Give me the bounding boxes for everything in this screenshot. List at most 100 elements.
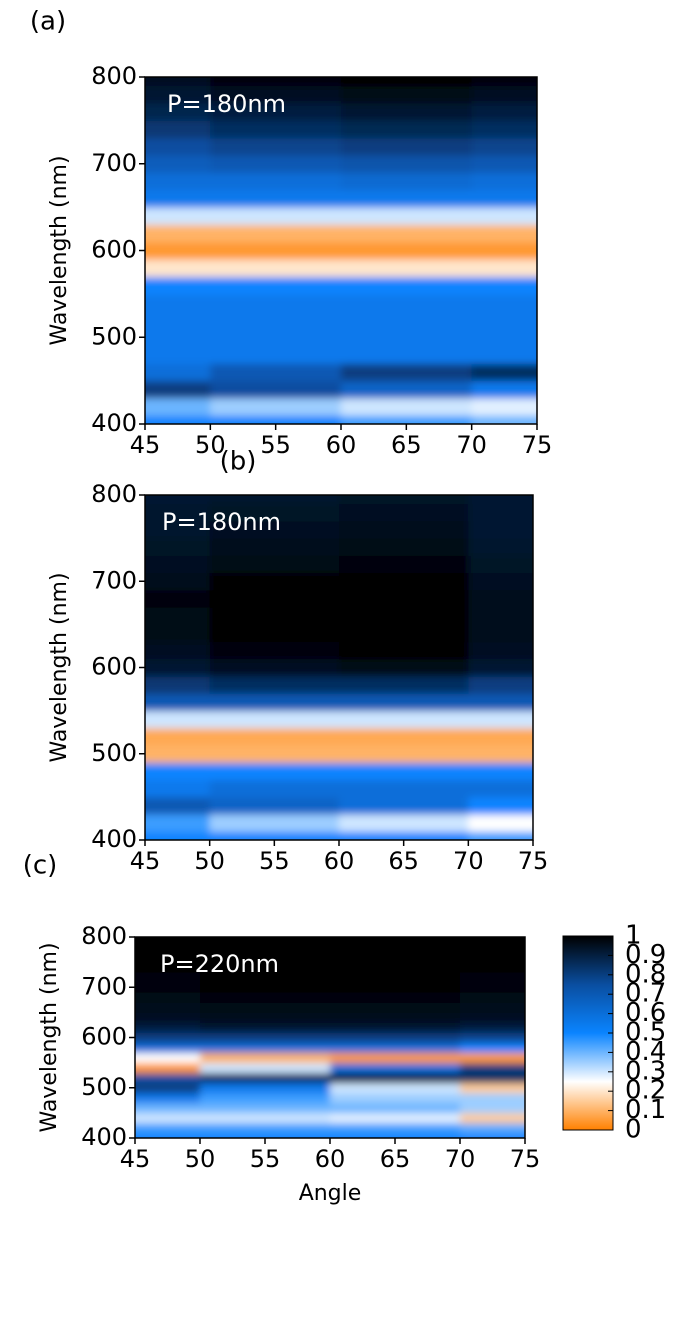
heat-cell [468, 659, 543, 677]
plot-area [135, 67, 548, 435]
heat-cell [460, 942, 536, 953]
heat-cell [135, 797, 210, 815]
heat-cell [341, 207, 472, 225]
heat-cell [135, 538, 210, 556]
heat-cell [135, 728, 210, 746]
heat-cell [200, 992, 331, 1003]
heat-cell [210, 172, 341, 190]
x-tick-label: 65 [391, 431, 422, 459]
heat-cell [472, 311, 548, 329]
heat-cell [210, 155, 341, 173]
panel-title: P=180nm [162, 508, 281, 536]
y-tick-label: 600 [81, 1023, 127, 1051]
heat-cell [210, 138, 341, 156]
y-tick-label: 700 [91, 149, 137, 177]
heat-cell [341, 103, 472, 121]
heat-cell [339, 573, 469, 591]
heat-cell [135, 814, 210, 832]
plot-area [135, 485, 544, 851]
heat-cell [468, 573, 543, 591]
heat-cell [210, 538, 340, 556]
heat-cell [210, 728, 340, 746]
heat-cell [472, 294, 548, 312]
heat-cell [330, 927, 461, 943]
y-tick-label: 600 [91, 236, 137, 264]
heat-cell [210, 555, 340, 573]
heat-cell [210, 745, 340, 763]
heat-cell [135, 607, 210, 625]
heat-cell [468, 642, 543, 660]
heat-cell [135, 398, 211, 416]
y-tick-label: 400 [91, 825, 137, 853]
heat-cell [341, 190, 472, 208]
heat-cell [210, 398, 341, 416]
heat-cell [200, 1113, 331, 1124]
x-tick-label: 75 [518, 847, 549, 875]
x-tick-label: 50 [185, 1145, 216, 1173]
x-tick-label: 75 [510, 1145, 541, 1173]
heat-cell [341, 155, 472, 173]
heat-cell [330, 1063, 461, 1074]
heat-cell [200, 1073, 331, 1084]
heatmap [135, 67, 548, 435]
heat-cell [210, 642, 340, 660]
heat-cell [341, 86, 472, 104]
heat-cell [330, 1123, 461, 1134]
heat-cell [135, 555, 210, 573]
heat-cell [210, 363, 341, 381]
heat-cell [339, 642, 469, 660]
heat-cell [460, 1002, 536, 1013]
heat-cell [341, 120, 472, 138]
heat-cell [135, 573, 210, 591]
heat-cell [339, 780, 469, 798]
heat-cell [125, 1093, 201, 1104]
heat-cell [341, 172, 472, 190]
heat-cell [210, 224, 341, 242]
heat-cell [468, 762, 543, 780]
x-tick-label: 70 [445, 1145, 476, 1173]
colorbar-tick-label: 1 [625, 921, 642, 951]
heat-cell [460, 1083, 536, 1094]
y-tick-label: 400 [81, 1123, 127, 1151]
heat-cell [460, 927, 536, 943]
heat-cell [330, 982, 461, 993]
heat-cell [125, 1053, 201, 1064]
x-tick-label: 50 [194, 847, 225, 875]
heat-cell [341, 277, 472, 295]
heat-cell [200, 927, 331, 943]
y-tick-label: 600 [91, 653, 137, 681]
heat-cell [339, 521, 469, 539]
heat-cell [468, 676, 543, 694]
heatmap [135, 485, 544, 851]
heat-cell [460, 1093, 536, 1104]
heat-cell [472, 398, 548, 416]
panel-title: P=180nm [167, 90, 286, 118]
y-tick-label: 500 [81, 1073, 127, 1101]
x-tick-label: 65 [380, 1145, 411, 1173]
heat-cell [339, 745, 469, 763]
heat-cell [460, 1043, 536, 1054]
heat-cell [330, 992, 461, 1003]
heat-cell [125, 1113, 201, 1124]
heat-cell [330, 972, 461, 983]
heat-cell [460, 962, 536, 973]
heat-cell [135, 745, 210, 763]
heat-cell [460, 1053, 536, 1064]
heat-cell [125, 1103, 201, 1114]
heat-cell [125, 1123, 201, 1134]
y-tick-label: 400 [91, 409, 137, 437]
heat-cell [472, 329, 548, 347]
heat-cell [330, 1103, 461, 1114]
heat-cell [339, 659, 469, 677]
panel-title: P=220nm [160, 950, 279, 978]
heat-cell [472, 277, 548, 295]
heat-cell [339, 797, 469, 815]
heat-cell [468, 521, 543, 539]
heat-cell [472, 155, 548, 173]
heat-cell [472, 259, 548, 277]
heat-cell [200, 1032, 331, 1043]
heat-cell [468, 745, 543, 763]
heat-cell [135, 346, 211, 364]
heat-cell [341, 346, 472, 364]
